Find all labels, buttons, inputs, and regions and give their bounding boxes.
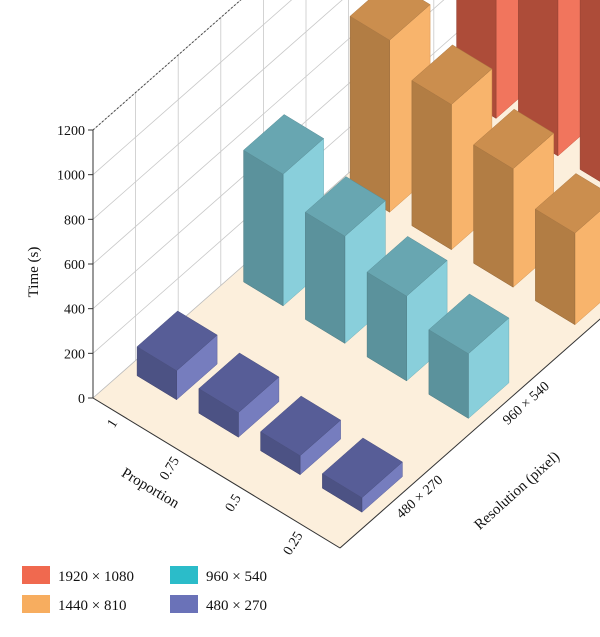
legend-swatch: [22, 566, 50, 584]
bar-face-top: [304, 176, 386, 237]
z-tick-label: 800: [64, 213, 85, 228]
bars: [136, 0, 600, 513]
z-tick-label: 400: [64, 303, 85, 318]
bar-face-top: [349, 0, 431, 41]
bar-face-left: [411, 80, 452, 251]
proportion-tick-label: 0.75: [157, 454, 183, 483]
legend: 1920 × 1080 960 × 540 1440 × 810 480 × 270: [22, 566, 267, 614]
proportion-tick-label: 1: [105, 417, 121, 431]
legend-label: 480 × 270: [206, 598, 267, 614]
bar-face-top: [260, 395, 342, 457]
legend-swatch: [170, 566, 198, 584]
bar-face-left: [473, 144, 514, 288]
legend-label: 1920 × 1080: [58, 569, 134, 585]
bar: [428, 293, 510, 419]
legend-swatch: [170, 595, 198, 613]
horizontal-grid-line: [92, 0, 445, 310]
horizontal-grid-line: [92, 0, 394, 265]
bar: [366, 236, 448, 382]
bar-face-top: [136, 310, 218, 372]
bar: [321, 437, 403, 513]
bar-face-top: [411, 44, 493, 105]
proportion-axis-line: [92, 397, 341, 549]
bar-face-top: [534, 173, 600, 234]
bar: [136, 310, 218, 401]
bar-face-top: [198, 352, 280, 413]
z-tick-label: 600: [64, 258, 85, 273]
bar-face-left: [243, 149, 284, 307]
bar: [260, 395, 342, 476]
bar: [534, 173, 600, 326]
bar-face-top: [321, 437, 403, 499]
horizontal-grid-line: [92, 0, 600, 354]
bar-face-top: [473, 108, 555, 170]
z-tick-label: 0: [78, 392, 85, 407]
z-axis-title: Time (s): [26, 247, 42, 298]
legend-swatch: [22, 595, 50, 613]
bar-face-top: [243, 114, 325, 175]
legend-label: 960 × 540: [206, 569, 267, 585]
legend-item: 1920 × 1080: [22, 566, 134, 585]
legend-item: 480 × 270: [170, 595, 267, 614]
bar: [198, 352, 280, 438]
bar-face-top: [428, 293, 510, 355]
proportion-tick-label: 0.5: [223, 492, 245, 515]
proportion-tick-label: 0.25: [281, 529, 307, 558]
z-tick-label: 1200: [57, 124, 85, 139]
z-tick-label: 1000: [57, 169, 85, 184]
legend-item: 1440 × 810: [22, 595, 126, 614]
horizontal-grid-line: [92, 0, 293, 176]
bar: [579, 0, 600, 182]
horizontal-grid-line: [92, 0, 343, 220]
bar-face-top: [366, 236, 448, 297]
legend-label: 1440 × 810: [58, 598, 126, 614]
resolution-axis-title: Resolution (pixel): [472, 449, 564, 534]
bar-face-left: [579, 0, 600, 182]
resolution-axis-line: [339, 318, 600, 549]
z-tick-label: 200: [64, 347, 85, 362]
legend-item: 960 × 540: [170, 566, 267, 585]
